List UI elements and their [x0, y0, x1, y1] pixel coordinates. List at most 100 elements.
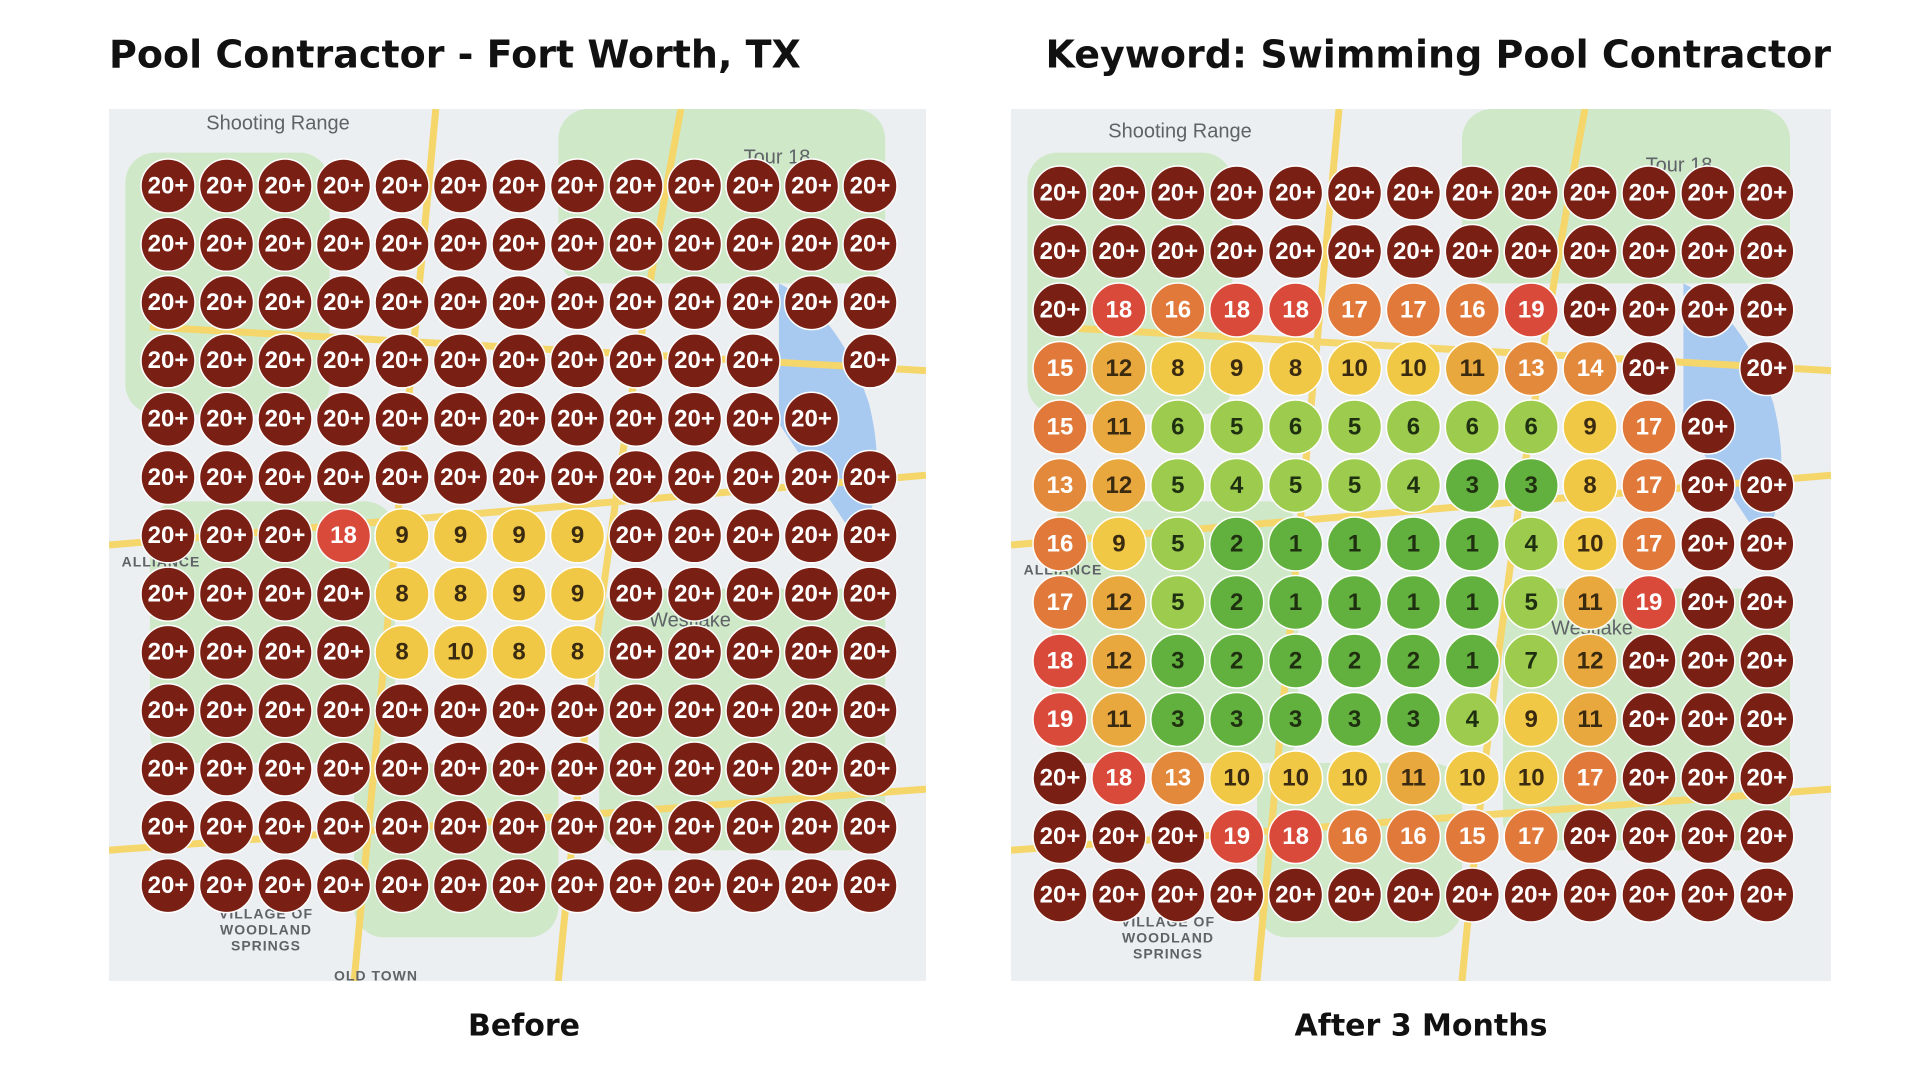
- rank-label: 19: [1223, 823, 1250, 850]
- rank-label: 20+: [499, 231, 540, 258]
- rank-marker: [1091, 457, 1147, 514]
- rank-label: 17: [1518, 823, 1545, 850]
- rank-marker: [491, 857, 547, 914]
- rank-label: 13: [1518, 355, 1545, 382]
- rank-marker: [725, 682, 781, 739]
- rank-label: 20+: [1629, 647, 1670, 674]
- rank-marker: [725, 741, 781, 797]
- rank-marker: [1326, 516, 1383, 572]
- rank-marker: [491, 333, 547, 389]
- rank-marker: [491, 158, 547, 214]
- rank-marker: [1150, 516, 1206, 572]
- rank-label: 20+: [674, 172, 715, 199]
- rank-label: 20+: [323, 814, 364, 841]
- rank-marker: [783, 274, 840, 331]
- rank-label: 20+: [616, 406, 657, 433]
- rank-marker: [1150, 691, 1206, 748]
- rank-label: 1: [1348, 589, 1361, 616]
- rank-label: 10: [1518, 764, 1545, 791]
- rank-label: 5: [1348, 413, 1361, 440]
- rank-marker: [608, 449, 664, 506]
- rank-marker: [549, 624, 606, 681]
- rank-label: 19: [1518, 296, 1545, 323]
- rank-label: 20+: [148, 406, 189, 433]
- rank-marker: [783, 391, 840, 447]
- rank-marker: [1267, 867, 1324, 923]
- rank-label: 20+: [674, 464, 715, 491]
- rank-marker: [1032, 223, 1088, 280]
- rank-marker: [432, 158, 489, 214]
- rank-label: 20+: [382, 289, 423, 316]
- rank-marker: [842, 449, 898, 506]
- rank-label: 20+: [557, 347, 598, 374]
- rank-marker: [1385, 516, 1442, 572]
- rank-marker: [198, 391, 255, 447]
- rank-label: 11: [1460, 355, 1485, 382]
- rank-label: 1: [1407, 530, 1420, 557]
- rank-label: 20+: [1040, 764, 1081, 791]
- rank-label: 20+: [499, 347, 540, 374]
- rank-marker: [1444, 282, 1501, 338]
- rank-marker: [842, 333, 898, 389]
- rank-label: 12: [1106, 647, 1133, 674]
- rank-marker: [1091, 282, 1147, 338]
- caption: After 3 Months: [1295, 1009, 1548, 1044]
- rank-marker: [257, 274, 313, 331]
- rank-label: 3: [1525, 472, 1538, 499]
- rank-marker: [1150, 574, 1206, 631]
- rank-label: 20+: [323, 872, 364, 899]
- rank-marker: [783, 857, 840, 914]
- rank-label: 20+: [850, 347, 891, 374]
- rank-marker: [1032, 399, 1088, 455]
- rank-label: 16: [1400, 823, 1427, 850]
- rank-marker: [1562, 633, 1618, 689]
- rank-marker: [1503, 223, 1559, 280]
- rank-label: 20+: [1157, 823, 1198, 850]
- rank-label: 20+: [382, 872, 423, 899]
- rank-label: 16: [1459, 296, 1486, 323]
- rank-label: 9: [512, 580, 525, 607]
- rank-marker: [842, 158, 898, 214]
- rank-label: 9: [512, 522, 525, 549]
- rank-label: 9: [1525, 706, 1538, 733]
- rank-label: 20+: [148, 814, 189, 841]
- rank-label: 12: [1106, 589, 1133, 616]
- rank-marker: [1503, 457, 1559, 514]
- rank-label: 20+: [616, 231, 657, 258]
- rank-marker: [608, 391, 664, 447]
- rank-label: 20+: [206, 406, 247, 433]
- rank-label: 20+: [382, 697, 423, 724]
- rank-marker: [491, 624, 547, 681]
- rank-marker: [1032, 867, 1088, 923]
- rank-label: 20+: [265, 697, 306, 724]
- rank-marker: [315, 274, 372, 331]
- rank-marker: [257, 741, 313, 797]
- rank-marker: [491, 682, 547, 739]
- rank-label: 20+: [850, 289, 891, 316]
- rank-marker: [1621, 223, 1677, 280]
- rank-marker: [491, 449, 547, 506]
- rank-marker: [140, 624, 196, 681]
- rank-marker: [1680, 808, 1736, 865]
- rank-marker: [842, 741, 898, 797]
- rank-label: 11: [1401, 764, 1426, 791]
- rank-label: 20+: [206, 347, 247, 374]
- rank-marker: [1091, 808, 1147, 865]
- rank-marker: [1621, 691, 1677, 748]
- rank-marker: [1739, 457, 1795, 514]
- rank-label: 20+: [1157, 238, 1198, 265]
- rank-label: 20+: [1746, 647, 1787, 674]
- rank-marker: [1385, 340, 1442, 397]
- rank-marker: [1739, 808, 1795, 865]
- rank-label: 20+: [440, 289, 481, 316]
- rank-label: 20+: [148, 697, 189, 724]
- rank-marker: [1385, 574, 1442, 631]
- rank-label: 20+: [733, 289, 774, 316]
- rank-label: 20+: [616, 639, 657, 666]
- rank-marker: [198, 741, 255, 797]
- rank-label: 20+: [323, 347, 364, 374]
- rank-label: 20+: [265, 464, 306, 491]
- rank-marker: [1385, 282, 1442, 338]
- rank-label: 20+: [1688, 764, 1729, 791]
- rank-marker: [198, 158, 255, 214]
